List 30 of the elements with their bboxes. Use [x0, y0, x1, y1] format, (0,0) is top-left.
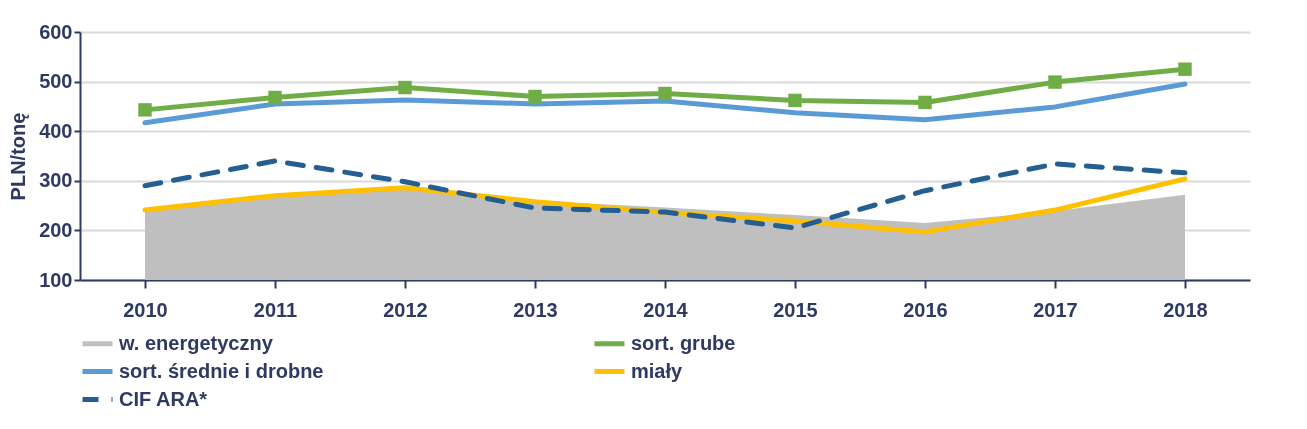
x-tick-label: 2017: [1033, 298, 1078, 321]
y-tick-label: 200: [39, 218, 73, 241]
x-tick-label: 2011: [253, 298, 298, 321]
y-tick-label: 600: [39, 20, 73, 43]
point: [788, 93, 802, 108]
x-tick-label: 2015: [773, 298, 818, 321]
point: [528, 89, 542, 104]
x-tick-label: 2013: [513, 298, 558, 321]
y-tick-label: 100: [39, 268, 73, 291]
point: [1178, 62, 1192, 76]
point: [658, 86, 672, 101]
y-tick-label: 500: [39, 70, 73, 93]
x-tick-label: 2016: [903, 298, 948, 321]
legend-label: sort. grube: [631, 331, 736, 354]
y-axis-title: PLN/tonę: [7, 112, 30, 201]
legend-label: w. energetyczny: [118, 331, 274, 354]
point: [918, 95, 932, 110]
legend-label: miały: [631, 359, 684, 382]
y-tick-label: 300: [39, 169, 73, 192]
x-tick-label: 2018: [1163, 298, 1208, 321]
point: [268, 90, 282, 105]
point: [138, 103, 152, 117]
x-tick-label: 2010: [123, 298, 168, 321]
x-tick-label: 2014: [643, 298, 689, 321]
legend-label: sort. średnie i drobne: [119, 359, 324, 382]
point: [398, 80, 412, 95]
point: [1048, 75, 1062, 89]
y-tick-label: 400: [39, 119, 73, 142]
legend-label: CIF ARA*: [119, 387, 208, 410]
x-tick-label: 2012: [383, 298, 428, 321]
